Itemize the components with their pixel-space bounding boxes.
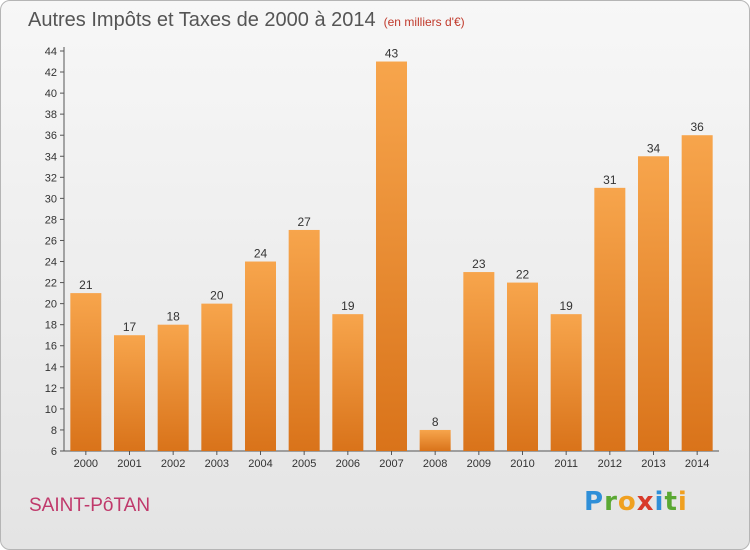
value-label-2012: 31 (603, 173, 617, 187)
y-tick-label: 6 (51, 446, 57, 458)
value-label-2011: 19 (559, 299, 573, 313)
logo-letter: r (604, 487, 618, 517)
y-tick-label: 18 (45, 320, 57, 332)
y-tick-label: 16 (45, 341, 57, 353)
x-tick-label-2004: 2004 (248, 458, 272, 470)
x-tick-label-2010: 2010 (510, 458, 534, 470)
y-tick-label: 22 (45, 278, 57, 290)
logo-letter: x (636, 487, 655, 517)
bar-2012 (594, 187, 626, 451)
y-tick-label: 24 (45, 257, 57, 269)
x-tick-label-2011: 2011 (554, 458, 578, 470)
value-label-2004: 24 (254, 247, 268, 261)
chart-title-text: Autres Impôts et Taxes de 2000 à 2014 (28, 9, 376, 31)
bar-2000 (70, 293, 102, 451)
y-tick-label: 42 (45, 67, 57, 79)
bar-2003 (201, 303, 233, 451)
bar-2005 (288, 229, 320, 451)
bar-2011 (550, 314, 582, 451)
value-labels: 21 17 18 20 24 27 19 43 8 23 22 19 31 34 36 (79, 47, 704, 429)
value-label-2008: 8 (432, 415, 439, 429)
y-tick-label: 44 (45, 46, 57, 58)
bar-2002 (157, 324, 189, 451)
x-tick-label-2009: 2009 (467, 458, 491, 470)
x-tick-label-2007: 2007 (379, 458, 403, 470)
chart-title: Autres Impôts et Taxes de 2000 à 2014 (en… (28, 9, 465, 32)
proxiti-logo: Proxiti (584, 487, 688, 517)
x-tick-label-2014: 2014 (685, 458, 709, 470)
value-label-2007: 43 (385, 47, 399, 61)
bar-2009 (463, 272, 495, 451)
value-label-2003: 20 (210, 289, 224, 303)
y-tick-label: 30 (45, 193, 57, 205)
x-tick-label-2008: 2008 (423, 458, 447, 470)
value-label-2005: 27 (297, 215, 311, 229)
x-tick-label-2001: 2001 (117, 458, 141, 470)
logo-letter: t (664, 487, 678, 517)
chart-subtitle: (en milliers d'€) (383, 15, 465, 29)
value-label-2001: 17 (123, 320, 137, 334)
logo-letter: i (677, 487, 688, 517)
value-label-2002: 18 (166, 310, 180, 324)
value-label-2010: 22 (516, 268, 530, 282)
bar-2008 (419, 429, 451, 451)
x-tick-label-2000: 2000 (74, 458, 98, 470)
commune-name: SAINT-PôTAN (29, 495, 151, 516)
value-label-2009: 23 (472, 257, 486, 271)
logo-letter: i (654, 487, 665, 517)
x-tick-label-2006: 2006 (336, 458, 360, 470)
bar-2001 (114, 335, 145, 451)
y-tick-label: 12 (45, 383, 57, 395)
bar-2010 (507, 282, 538, 451)
y-tick-label: 20 (45, 299, 57, 311)
value-label-2014: 36 (690, 120, 704, 134)
x-tick-label-2012: 2012 (598, 458, 622, 470)
logo-letter: P (584, 487, 605, 517)
bar-2013 (638, 156, 669, 451)
y-tick-label: 14 (45, 362, 57, 374)
value-label-2006: 19 (341, 299, 355, 313)
value-label-2013: 34 (647, 141, 661, 155)
bars (70, 61, 713, 452)
y-tick-label: 36 (45, 130, 57, 142)
x-tick-label-2002: 2002 (161, 458, 185, 470)
y-tick-label: 10 (45, 404, 57, 416)
bar-2007 (376, 61, 407, 452)
bar-2004 (245, 261, 276, 451)
y-tick-label: 26 (45, 235, 57, 247)
x-tick-label-2003: 2003 (205, 458, 229, 470)
y-tick-label: 32 (45, 172, 57, 184)
bar-2014 (681, 135, 713, 452)
y-tick-label: 28 (45, 214, 57, 226)
y-tick-label: 8 (51, 425, 57, 437)
x-tick-label-2013: 2013 (641, 458, 665, 470)
value-label-2000: 21 (79, 278, 93, 292)
y-tick-label: 34 (45, 151, 57, 163)
logo-letter: o (617, 487, 637, 517)
bar-2006 (332, 314, 364, 451)
y-tick-label: 40 (45, 88, 57, 100)
x-tick-label-2005: 2005 (292, 458, 316, 470)
y-tick-label: 38 (45, 109, 57, 121)
